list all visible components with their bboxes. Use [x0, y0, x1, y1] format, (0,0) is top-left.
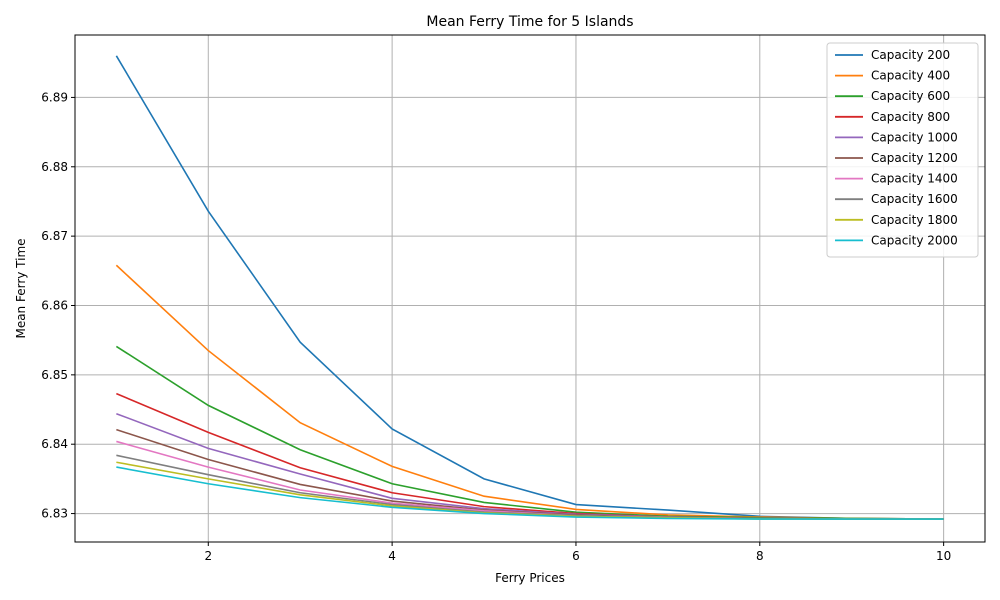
y-tick-label: 6.83 [41, 507, 68, 521]
legend-label-4: Capacity 800 [871, 110, 950, 124]
x-axis-label: Ferry Prices [495, 571, 565, 585]
x-tick-label: 2 [204, 549, 212, 563]
plot-area-frame [74, 34, 986, 543]
x-tick-label: 8 [756, 549, 764, 563]
y-tick-label: 6.84 [41, 437, 68, 451]
y-tick-label: 6.85 [41, 368, 68, 382]
legend-label-7: Capacity 1400 [871, 172, 958, 186]
y-tick-label: 6.89 [41, 90, 68, 104]
legend-frame [826, 42, 979, 258]
legend: Capacity 200 Capacity 400 Capacity 600 Capa… [826, 42, 979, 258]
y-axis-ticks: 6.83 6.84 6.85 6.86 6.87 6.88 6.89 [41, 90, 75, 521]
legend-label-5: Capacity 1000 [871, 130, 958, 144]
x-tick-label: 6 [572, 549, 580, 563]
legend-label-6: Capacity 1200 [871, 151, 958, 165]
legend-label-1: Capacity 200 [871, 48, 950, 62]
chart-title: Mean Ferry Time for 5 Islands [426, 14, 633, 30]
x-tick-label: 10 [936, 549, 951, 563]
x-axis-ticks: 2 4 6 8 10 [204, 542, 951, 563]
y-tick-label: 6.86 [41, 298, 68, 312]
legend-label-8: Capacity 1600 [871, 192, 958, 206]
series-line-3 [115, 345, 944, 520]
legend-label-10: Capacity 2000 [871, 233, 958, 247]
legend-label-2: Capacity 400 [871, 69, 950, 83]
legend-label-9: Capacity 1800 [871, 213, 958, 227]
series-line-10 [116, 466, 944, 520]
series-line-1 [115, 55, 944, 520]
series-lines [115, 55, 944, 520]
legend-label-3: Capacity 600 [871, 89, 950, 103]
series-line-4 [116, 392, 944, 520]
y-axis-label: Mean Ferry Time [14, 238, 28, 338]
y-tick-label: 6.87 [41, 229, 68, 243]
x-tick-label: 4 [388, 549, 396, 563]
y-tick-label: 6.88 [41, 160, 68, 174]
